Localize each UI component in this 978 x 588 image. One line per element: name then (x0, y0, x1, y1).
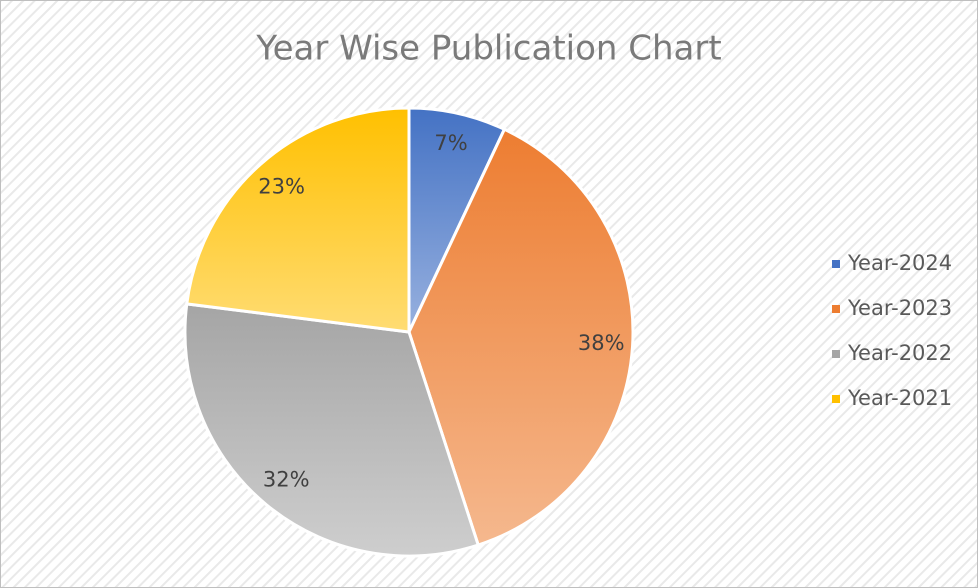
legend-marker (832, 350, 840, 358)
legend-label: Year-2022 (847, 341, 952, 365)
chart-title: Year Wise Publication Chart (255, 29, 721, 69)
legend-marker (832, 395, 840, 403)
pie-slice (407, 127, 635, 547)
legend-label: Year-2023 (847, 296, 952, 320)
legend-marker (832, 260, 840, 268)
legend-label: Year-2024 (847, 251, 952, 275)
data-label: 32% (263, 467, 310, 491)
pie-slice (185, 106, 411, 334)
data-label: 7% (434, 131, 467, 155)
data-label: 23% (258, 174, 305, 198)
legend-label: Year-2021 (847, 386, 952, 410)
pie-slice (183, 302, 481, 558)
data-label: 38% (578, 331, 625, 355)
legend-marker (832, 305, 840, 313)
